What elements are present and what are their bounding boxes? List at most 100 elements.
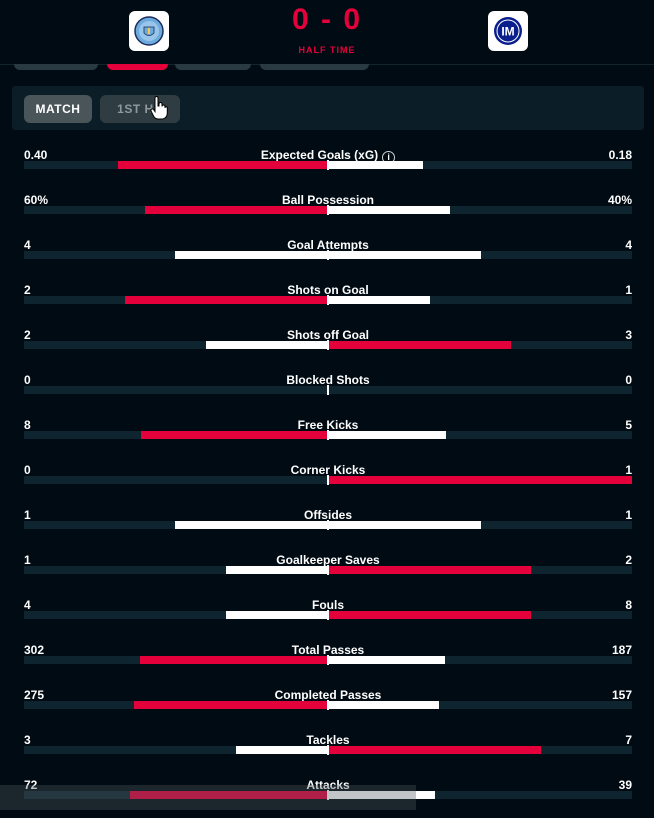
stat-label-text: Blocked Shots (286, 373, 370, 387)
stat-label: Goal Attempts (24, 238, 632, 252)
stat-label: Attacks (24, 778, 632, 792)
bar-center-divider (327, 295, 329, 305)
home-bar-fill (118, 161, 327, 169)
top-tab[interactable] (14, 64, 98, 70)
away-stat-value: 0 (625, 373, 632, 387)
away-bar-fill (329, 566, 531, 574)
away-bar-track (329, 251, 632, 259)
stat-label-text: Total Passes (291, 643, 365, 657)
home-bar-fill (145, 206, 327, 214)
home-bar-track (24, 746, 327, 754)
top-tabs-strip (0, 64, 654, 72)
stat-label-text: Tackles (306, 733, 350, 747)
stat-row: 4 Goal Attempts 4 (24, 238, 632, 278)
away-stat-value: 1 (625, 508, 632, 522)
away-bar-fill (329, 746, 541, 754)
home-bar-track (24, 386, 327, 394)
home-bar-fill (140, 656, 327, 664)
tab-first-half[interactable]: 1ST HA (100, 95, 180, 123)
away-bar-fill (329, 161, 423, 169)
stat-label: Completed Passes (24, 688, 632, 702)
match-score: 0 - 0 (291, 3, 363, 36)
top-tab[interactable] (175, 64, 251, 70)
home-stat-value: 0.40 (24, 148, 48, 162)
home-stat-value: 275 (24, 688, 45, 702)
away-bar-track (329, 431, 632, 439)
stat-label: Total Passes (24, 643, 632, 657)
home-bar-track (24, 476, 327, 484)
home-stat-value: 60% (24, 193, 49, 207)
bar-center-divider (327, 430, 329, 440)
stat-row: 72 Attacks 39 (24, 778, 632, 818)
away-bar-track (329, 521, 632, 529)
home-bar-fill (175, 521, 327, 529)
away-bar-fill (329, 476, 632, 484)
stat-label: Corner Kicks (24, 463, 632, 477)
stat-label: Free Kicks (24, 418, 632, 432)
stat-row: 1 Goalkeeper Saves 2 (24, 553, 632, 593)
away-bar-track (329, 701, 632, 709)
match-period: HALF TIME (298, 45, 356, 55)
away-stat-value: 1 (625, 463, 632, 477)
home-stat-value: 2 (24, 328, 31, 342)
home-bar-track (24, 431, 327, 439)
bar-center-divider (327, 790, 329, 800)
away-bar-fill (329, 296, 430, 304)
bar-center-divider (327, 700, 329, 710)
home-bar-fill (226, 611, 327, 619)
away-bar-track (329, 206, 632, 214)
stat-row: 302 Total Passes 187 (24, 643, 632, 683)
stat-label: Shots on Goal (24, 283, 632, 297)
home-bar-track (24, 341, 327, 349)
hand-cursor-icon (150, 96, 168, 120)
home-stat-value: 8 (24, 418, 31, 432)
home-bar-track (24, 791, 327, 799)
period-tabs: MATCH 1ST HA (12, 86, 644, 130)
away-stat-value: 40% (607, 193, 632, 207)
home-stat-value: 1 (24, 508, 31, 522)
home-stat-value: 4 (24, 238, 31, 252)
home-bar-fill (236, 746, 327, 754)
home-bar-track (24, 611, 327, 619)
stat-label: Fouls (24, 598, 632, 612)
home-stat-value: 72 (24, 778, 38, 792)
bar-center-divider (327, 520, 329, 530)
home-team-crest-icon[interactable] (129, 11, 169, 51)
away-bar-fill (329, 431, 446, 439)
bar-center-divider (327, 385, 329, 395)
bar-center-divider (327, 475, 329, 485)
away-stat-value: 187 (611, 643, 632, 657)
home-stat-value: 1 (24, 553, 31, 567)
stat-label: Offsides (24, 508, 632, 522)
stat-label-text: Fouls (312, 598, 344, 612)
away-bar-track (329, 476, 632, 484)
stat-row: 2 Shots off Goal 3 (24, 328, 632, 368)
stat-label-text: Goal Attempts (287, 238, 369, 252)
away-stat-value: 3 (625, 328, 632, 342)
stat-row: 4 Fouls 8 (24, 598, 632, 638)
home-bar-fill (175, 251, 327, 259)
home-bar-fill (141, 431, 327, 439)
away-bar-fill (329, 206, 450, 214)
top-tab-active[interactable] (107, 64, 168, 70)
away-bar-fill (329, 521, 481, 529)
home-bar-track (24, 656, 327, 664)
stat-label: Goalkeeper Saves (24, 553, 632, 567)
away-bar-track (329, 161, 632, 169)
away-stat-value: 5 (625, 418, 632, 432)
away-bar-track (329, 791, 632, 799)
tab-match[interactable]: MATCH (24, 95, 92, 123)
stat-label: Tackles (24, 733, 632, 747)
away-team-crest-icon[interactable]: IM (488, 11, 528, 51)
bar-center-divider (327, 565, 329, 575)
stat-label-text: Shots off Goal (287, 328, 369, 342)
stat-row: 8 Free Kicks 5 (24, 418, 632, 458)
home-bar-fill (130, 791, 327, 799)
away-bar-track (329, 656, 632, 664)
stat-label-text: Shots on Goal (287, 283, 369, 297)
home-stat-value: 4 (24, 598, 31, 612)
home-bar-fill (134, 701, 327, 709)
top-tab[interactable] (260, 64, 369, 70)
bar-center-divider (327, 160, 329, 170)
home-bar-fill (125, 296, 327, 304)
